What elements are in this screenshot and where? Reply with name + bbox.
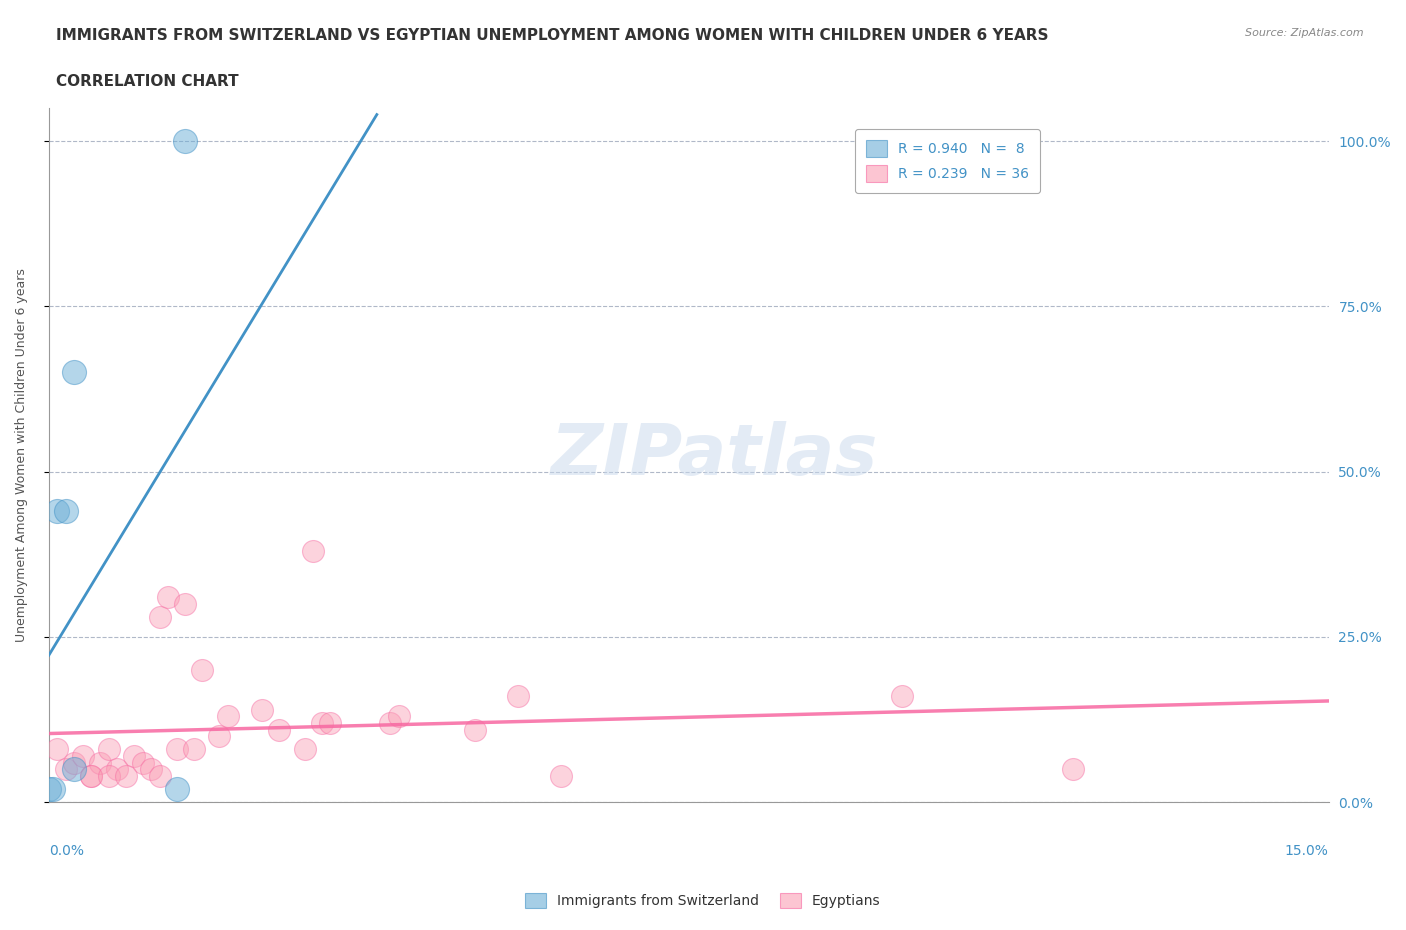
Point (157, 590, 180, 604)
Text: IMMIGRANTS FROM SWITZERLAND VS EGYPTIAN UNEMPLOYMENT AMONG WOMEN WITH CHILDREN U: IMMIGRANTS FROM SWITZERLAND VS EGYPTIAN … (56, 28, 1049, 43)
Point (319, 715, 342, 730)
Point (166, 742, 188, 757)
Point (174, 134, 197, 149)
Text: 0.0%: 0.0% (49, 844, 84, 857)
Point (294, 742, 316, 757)
Point (97, 768, 120, 783)
Point (388, 709, 411, 724)
Point (464, 722, 486, 737)
Point (183, 742, 205, 757)
Point (55, 504, 77, 519)
Point (302, 543, 325, 558)
Point (506, 689, 529, 704)
Point (149, 610, 172, 625)
Point (114, 768, 136, 783)
Point (46, 504, 69, 519)
Point (80, 768, 103, 783)
Point (1062, 762, 1084, 777)
Point (105, 762, 128, 777)
Text: 15.0%: 15.0% (1285, 844, 1329, 857)
Text: Source: ZipAtlas.com: Source: ZipAtlas.com (1246, 28, 1364, 38)
Point (97, 742, 120, 757)
Text: ZIPatlas: ZIPatlas (551, 420, 877, 489)
Point (141, 762, 163, 777)
Point (311, 715, 333, 730)
Point (63, 755, 86, 770)
Point (269, 722, 291, 737)
Point (149, 768, 172, 783)
Point (63, 365, 86, 380)
Point (89, 755, 111, 770)
Point (38, 781, 60, 796)
Point (208, 729, 231, 744)
Point (80, 768, 103, 783)
Legend: Immigrants from Switzerland, Egyptians: Immigrants from Switzerland, Egyptians (520, 888, 886, 914)
Point (46, 742, 69, 757)
Point (122, 749, 145, 764)
Point (131, 755, 153, 770)
Text: CORRELATION CHART: CORRELATION CHART (56, 74, 239, 89)
Point (72, 749, 94, 764)
Point (166, 781, 188, 796)
Point (550, 768, 572, 783)
Point (55, 762, 77, 777)
Y-axis label: Unemployment Among Women with Children Under 6 years: Unemployment Among Women with Children U… (15, 268, 28, 642)
Point (217, 709, 239, 724)
Point (250, 702, 273, 717)
Point (174, 596, 197, 611)
Point (42, 781, 65, 796)
Point (63, 762, 86, 777)
Point (191, 662, 214, 677)
Legend: R = 0.940   N =  8, R = 0.239   N = 36: R = 0.940 N = 8, R = 0.239 N = 36 (855, 129, 1040, 193)
Point (378, 715, 401, 730)
Point (891, 689, 914, 704)
